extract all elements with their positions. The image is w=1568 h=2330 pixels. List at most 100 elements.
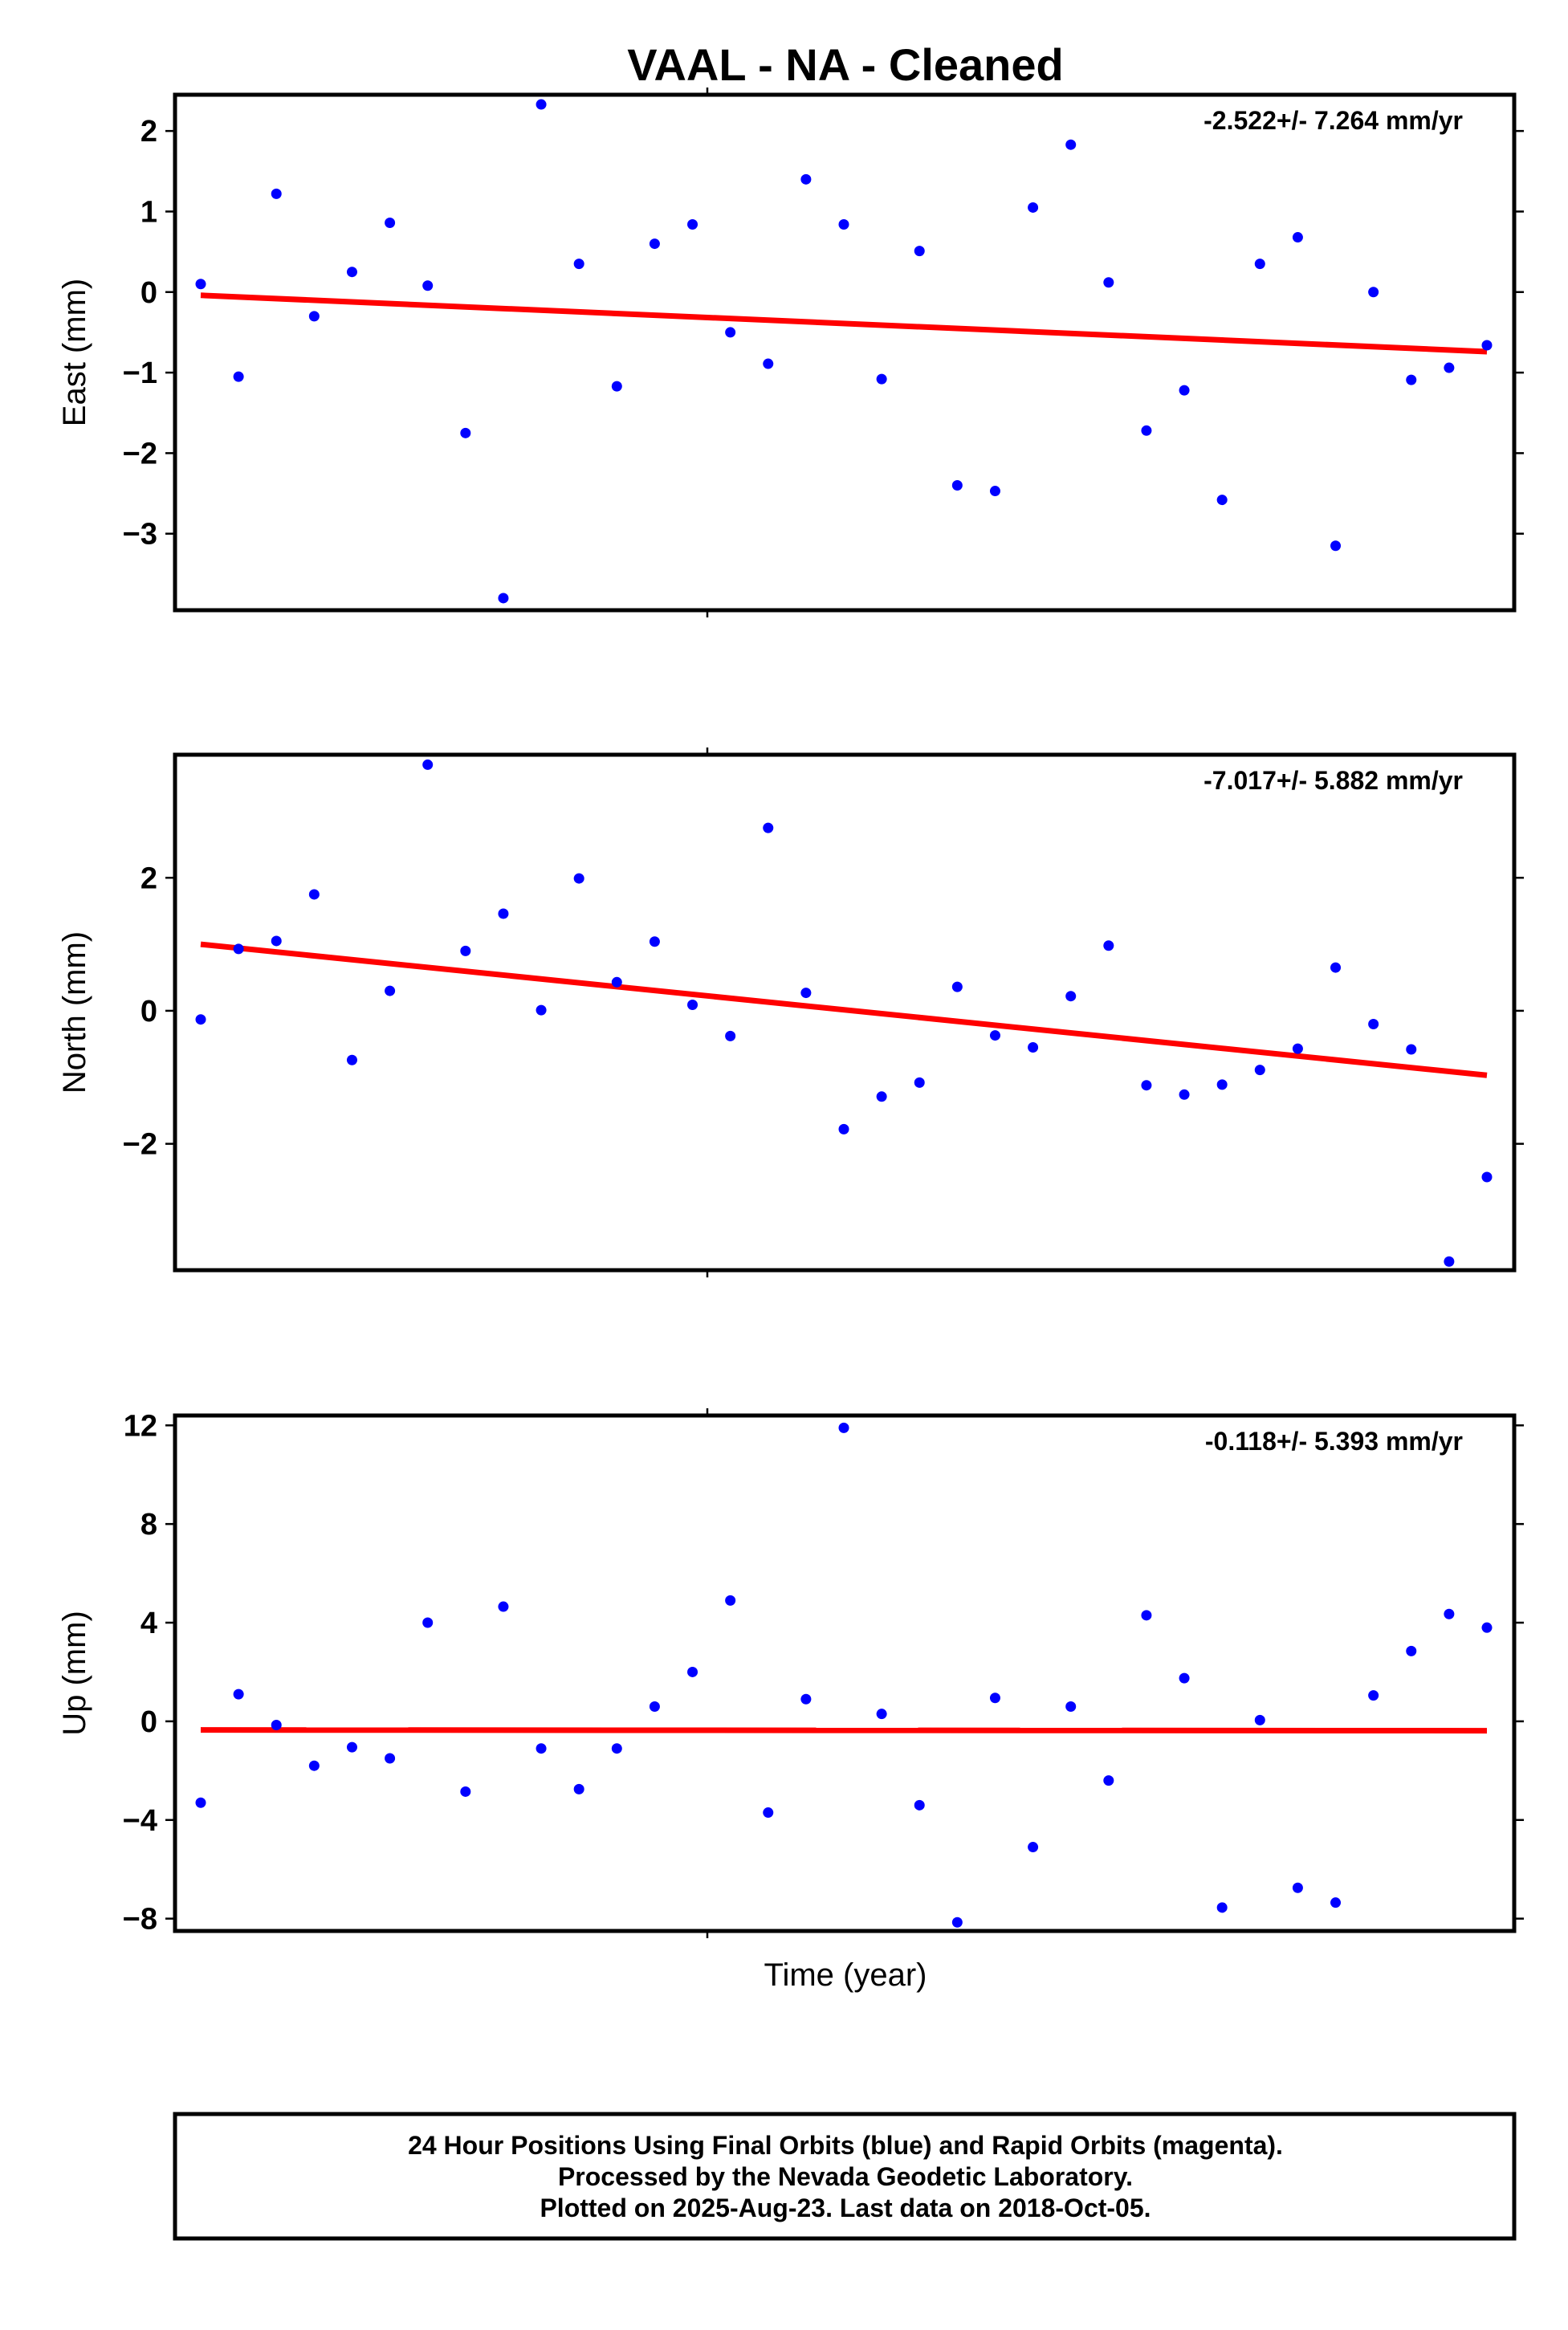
data-point — [989, 1030, 1000, 1041]
data-point — [725, 1030, 736, 1041]
data-point — [536, 99, 547, 110]
data-point — [422, 280, 434, 291]
data-point — [1406, 1044, 1417, 1055]
data-point — [1292, 1882, 1303, 1893]
data-point — [1141, 425, 1152, 436]
data-point — [460, 945, 471, 956]
data-point — [1254, 1714, 1265, 1725]
data-point — [195, 1797, 206, 1808]
data-point — [649, 1701, 660, 1712]
data-point — [422, 1617, 434, 1628]
data-point — [498, 593, 509, 604]
data-point — [1103, 940, 1114, 951]
data-point — [800, 1693, 812, 1705]
data-point — [687, 999, 698, 1010]
data-point — [1292, 1043, 1303, 1054]
data-point — [1254, 1065, 1265, 1076]
panel-2: −2 0 2 North (mm) -7.017+/- 5.882 mm/yr — [57, 747, 1524, 1277]
data-point — [573, 1783, 584, 1794]
y-tick-label: 1 — [141, 195, 157, 229]
y-axis-label: Up (mm) — [57, 1611, 92, 1736]
y-axis-label: North (mm) — [57, 931, 92, 1094]
y-tick-label: 2 — [141, 115, 157, 149]
data-point — [498, 1601, 509, 1612]
data-point — [498, 908, 509, 919]
data-point — [876, 1709, 887, 1720]
data-point — [914, 1799, 925, 1811]
plot-frame — [173, 752, 1517, 1273]
data-point — [1179, 1089, 1190, 1100]
y-tick-label: 4 — [141, 1607, 157, 1640]
data-point — [989, 486, 1000, 497]
data-point — [1444, 362, 1455, 373]
trend-line — [200, 941, 1488, 1078]
data-point — [1330, 962, 1342, 973]
data-point — [611, 381, 622, 392]
data-point — [1368, 287, 1379, 298]
data-point — [800, 988, 812, 999]
data-point — [385, 985, 396, 996]
data-point — [271, 935, 282, 947]
data-point — [233, 1688, 244, 1700]
data-point — [1216, 1079, 1228, 1090]
data-point — [876, 1091, 887, 1102]
x-axis-label: Time (year) — [764, 1957, 927, 1993]
footer-line-1: 24 Hour Positions Using Final Orbits (bl… — [408, 2131, 1283, 2160]
data-point — [1330, 540, 1342, 552]
data-point — [308, 889, 320, 900]
data-point — [611, 976, 622, 988]
data-point — [687, 1666, 698, 1677]
data-point — [1141, 1080, 1152, 1091]
data-point — [611, 1743, 622, 1754]
data-point — [308, 1760, 320, 1771]
y-tick-label: 2 — [141, 862, 157, 895]
data-point — [989, 1693, 1000, 1704]
data-point — [346, 1054, 357, 1065]
data-point — [1406, 1645, 1417, 1656]
y-tick-label: 0 — [141, 995, 157, 1029]
footer-line-3: Plotted on 2025-Aug-23. Last data on 201… — [540, 2194, 1151, 2222]
data-point — [573, 873, 584, 884]
y-tick-label: −3 — [123, 518, 157, 552]
data-point — [763, 822, 774, 833]
data-point — [460, 1786, 471, 1797]
data-point — [951, 981, 963, 992]
y-axis-label: East (mm) — [57, 279, 92, 426]
y-tick-label: 12 — [124, 1409, 157, 1443]
data-point — [649, 238, 660, 250]
data-point — [1216, 1902, 1228, 1913]
data-point — [1368, 1690, 1379, 1701]
data-point — [876, 373, 887, 385]
data-point — [800, 173, 812, 185]
data-point — [1179, 1672, 1190, 1684]
data-point — [763, 358, 774, 369]
data-point — [195, 1014, 206, 1025]
y-tick-label: −2 — [123, 437, 157, 470]
data-point — [1028, 1842, 1039, 1853]
y-tick-label: 0 — [141, 1705, 157, 1739]
rate-label: -7.017+/- 5.882 mm/yr — [1203, 766, 1463, 795]
data-point — [951, 1917, 963, 1928]
data-point — [346, 267, 357, 278]
data-point — [1330, 1897, 1342, 1908]
data-point — [385, 1753, 396, 1764]
data-point — [308, 311, 320, 322]
data-point — [233, 371, 244, 382]
data-point — [725, 1595, 736, 1606]
data-point — [838, 219, 849, 230]
data-point — [1444, 1256, 1455, 1267]
data-point — [1254, 259, 1265, 270]
panel-1: −3 −2 −1 0 1 2 East (mm) -2.522+/- 7.264 mm/yr — [57, 88, 1524, 617]
plot-frame — [173, 92, 1517, 613]
chart-title: VAAL - NA - Cleaned — [627, 39, 1063, 90]
data-point — [914, 1077, 925, 1088]
data-point — [1444, 1608, 1455, 1619]
data-point — [536, 1743, 547, 1754]
data-point — [1179, 385, 1190, 396]
footer-line-2: Processed by the Nevada Geodetic Laborat… — [558, 2162, 1133, 2191]
rate-label: -0.118+/- 5.393 mm/yr — [1205, 1427, 1463, 1456]
data-point — [385, 217, 396, 228]
data-point — [195, 279, 206, 290]
data-point — [271, 188, 282, 199]
